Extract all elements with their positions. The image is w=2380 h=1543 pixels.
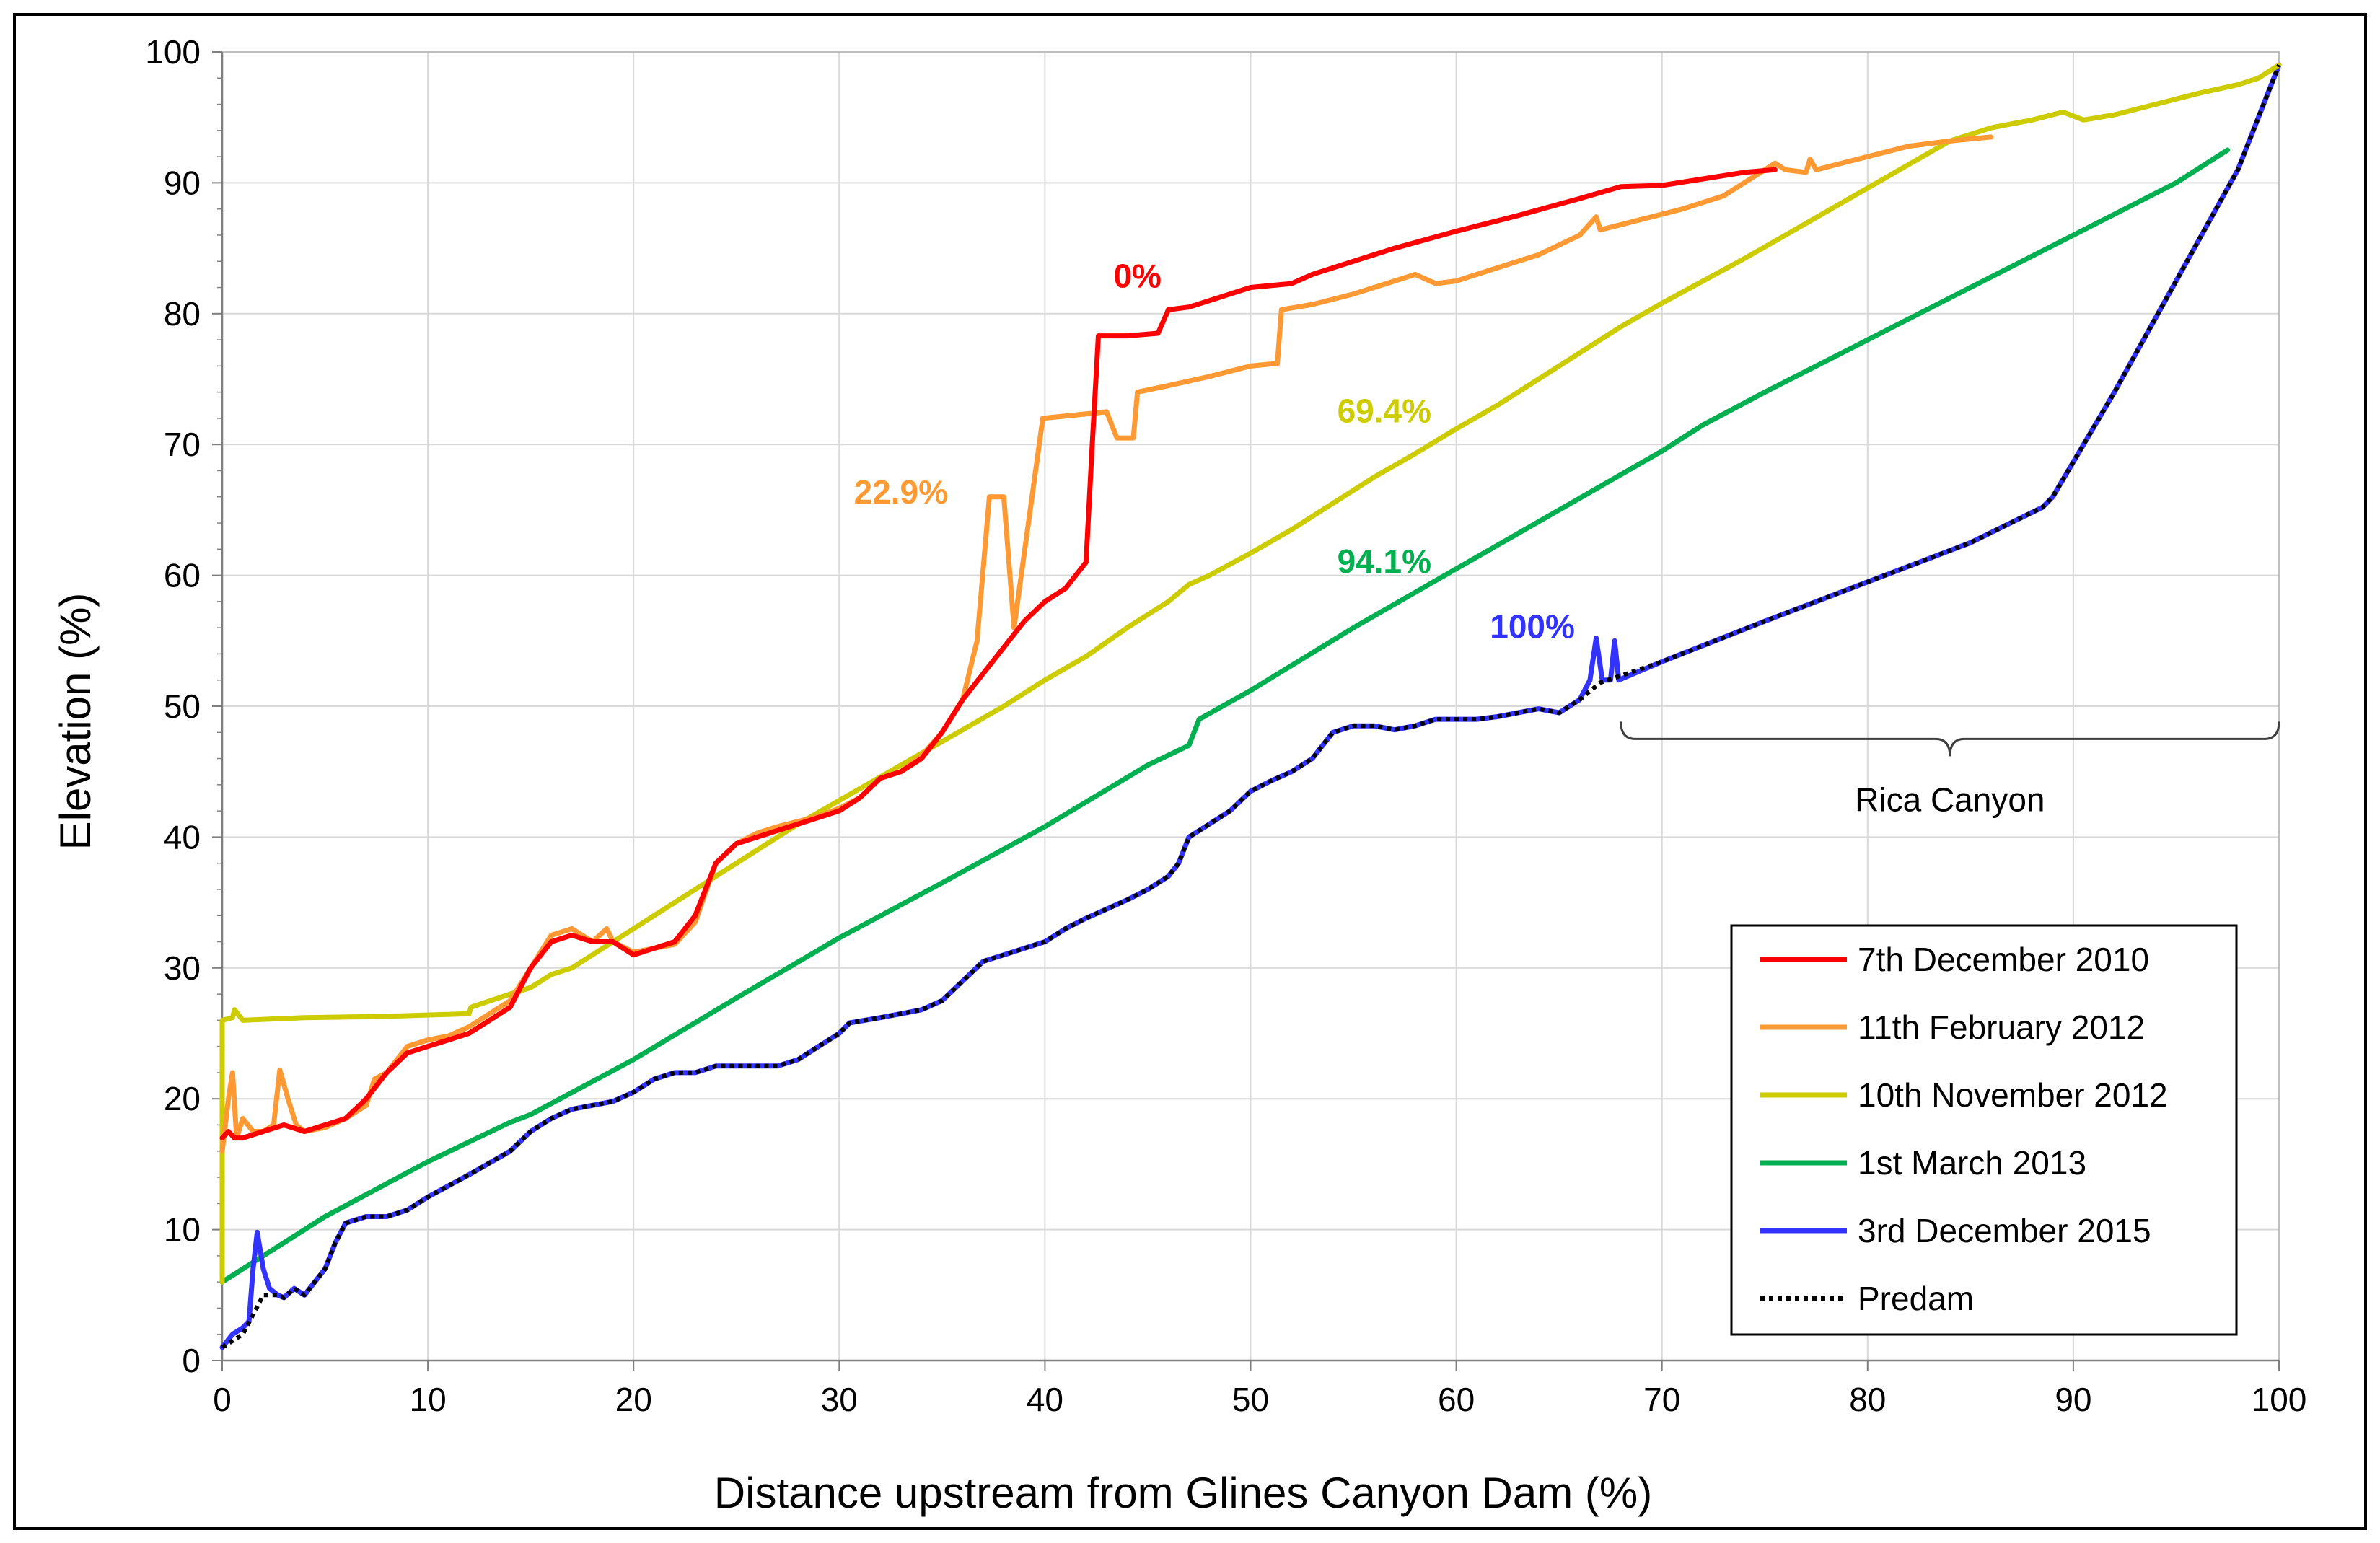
x-tick-label: 60 xyxy=(1438,1381,1475,1418)
annotation-label: 100% xyxy=(1490,608,1575,646)
annotation-label: 69.4% xyxy=(1338,392,1431,429)
x-tick-label: 80 xyxy=(1849,1381,1886,1418)
legend-label: 1st March 2013 xyxy=(1858,1144,2086,1182)
y-tick-label: 40 xyxy=(164,818,201,856)
axes: 0 10 20 30 40 50 60 70 80 90 100 0 10 20 30 40 50 60 70 80 9… xyxy=(145,33,2306,1418)
annotation-label: 0% xyxy=(1113,258,1161,295)
y-tick-label: 50 xyxy=(164,687,201,725)
legend-label: 3rd December 2015 xyxy=(1858,1212,2151,1249)
annotations: 0% 22.9% 69.4% 94.1% 100% xyxy=(854,258,1575,646)
series-line-1st-march-2013 xyxy=(219,147,2231,1285)
y-tick-label: 100 xyxy=(145,33,201,71)
bracket-label: Rica Canyon xyxy=(1855,781,2045,818)
y-tick-label: 60 xyxy=(164,557,201,594)
annotation-label: 94.1% xyxy=(1338,542,1431,580)
x-tick-label: 70 xyxy=(1643,1381,1680,1418)
legend-label: 10th November 2012 xyxy=(1858,1076,2168,1114)
y-tick-label: 90 xyxy=(164,164,201,201)
series-line-predam xyxy=(221,64,2281,1350)
x-tick-label: 20 xyxy=(615,1381,652,1418)
series-line-7th-december-2010 xyxy=(219,167,1778,1141)
x-tick-label: 30 xyxy=(821,1381,858,1418)
y-tick-label: 20 xyxy=(164,1080,201,1117)
legend-label: Predam xyxy=(1858,1280,1974,1317)
x-tick-label: 100 xyxy=(2252,1381,2307,1418)
legend-label: 11th February 2012 xyxy=(1858,1008,2145,1046)
chart-frame xyxy=(13,13,2367,1530)
annotation-label: 22.9% xyxy=(854,473,948,511)
series-lines xyxy=(219,62,2282,1350)
legend-box xyxy=(1730,924,2238,1336)
x-tick-label: 40 xyxy=(1027,1381,1063,1418)
x-tick-label: 0 xyxy=(213,1381,232,1418)
y-tick-label: 0 xyxy=(182,1342,201,1379)
x-tick-label: 50 xyxy=(1232,1381,1269,1418)
x-tick-label: 90 xyxy=(2055,1381,2091,1418)
y-tick-label: 10 xyxy=(164,1211,201,1249)
legend: 7th December 2010 11th February 2012 10th … xyxy=(1730,924,2238,1336)
legend-label: 7th December 2010 xyxy=(1858,941,2149,978)
y-axis-label: Elevation (%) xyxy=(51,593,100,850)
x-tick-label: 10 xyxy=(410,1381,447,1418)
y-tick-label: 80 xyxy=(164,295,201,333)
bracket-shape xyxy=(1620,721,2280,757)
y-tick-label: 70 xyxy=(164,426,201,463)
rica-canyon-bracket: Rica Canyon xyxy=(1620,721,2280,818)
y-tick-label: 30 xyxy=(164,949,201,987)
x-axis-label: Distance upstream from Glines Canyon Dam… xyxy=(714,1469,1652,1517)
